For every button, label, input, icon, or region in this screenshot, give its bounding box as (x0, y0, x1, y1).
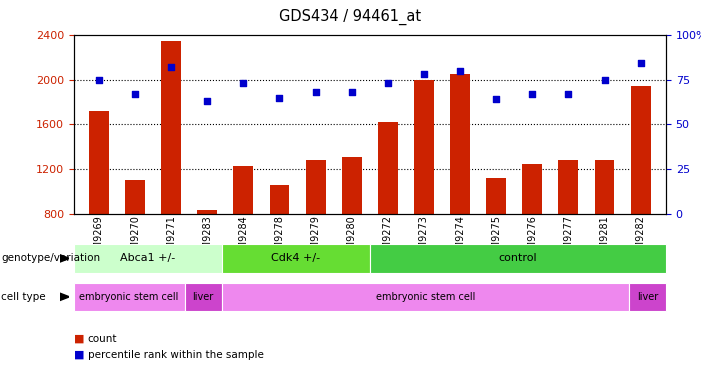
Bar (631, 86, 651, 304)
Bar (161, 41, 181, 304)
Point (382, 80, 393, 86)
Text: embryonic stem cell: embryonic stem cell (79, 292, 179, 302)
Point (130, 91, 141, 97)
Point (635, 60, 646, 66)
Text: control: control (498, 253, 537, 264)
Bar (414, 80, 434, 304)
Bar (378, 122, 397, 304)
Bar (270, 185, 290, 304)
Point (310, 89, 321, 95)
Bar (306, 160, 325, 304)
Point (238, 80, 249, 86)
Point (346, 89, 358, 95)
Text: liver: liver (637, 292, 658, 302)
Polygon shape (60, 293, 69, 300)
Point (418, 71, 430, 77)
Bar (89, 111, 109, 304)
Bar (594, 160, 615, 304)
Bar (486, 178, 506, 304)
Point (491, 96, 502, 102)
Bar (450, 74, 470, 304)
Text: ■: ■ (74, 350, 84, 360)
Point (526, 91, 538, 97)
Bar (522, 164, 543, 304)
Point (274, 94, 285, 100)
Bar (197, 210, 217, 304)
Text: GDS434 / 94461_at: GDS434 / 94461_at (280, 9, 421, 25)
Text: cell type: cell type (1, 292, 46, 302)
Bar (125, 180, 145, 304)
Text: Abca1 +/-: Abca1 +/- (120, 253, 175, 264)
Point (599, 77, 610, 83)
Text: embryonic stem cell: embryonic stem cell (376, 292, 475, 302)
Text: liver: liver (193, 292, 214, 302)
Bar (559, 160, 578, 304)
Point (563, 91, 574, 97)
Point (202, 98, 213, 104)
Text: Cdk4 +/-: Cdk4 +/- (271, 253, 320, 264)
Point (93, 77, 104, 83)
Point (165, 64, 177, 70)
Point (454, 68, 465, 74)
Polygon shape (60, 255, 69, 262)
Bar (342, 157, 362, 304)
Text: percentile rank within the sample: percentile rank within the sample (88, 350, 264, 360)
Text: count: count (88, 333, 117, 344)
Text: genotype/variation: genotype/variation (1, 253, 100, 264)
Text: ■: ■ (74, 333, 84, 344)
Bar (233, 166, 253, 304)
